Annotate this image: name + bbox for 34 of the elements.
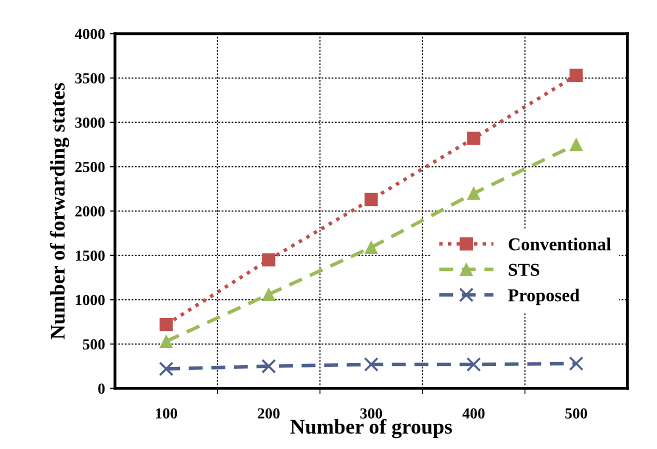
legend-label: STS [508, 264, 540, 276]
point [160, 334, 173, 348]
y-tick-label: 4000 [74, 28, 105, 40]
point [467, 186, 480, 200]
y-tick-label: 1500 [76, 250, 105, 261]
point [570, 68, 583, 82]
x-tick-label: 100 [156, 408, 178, 419]
y-tick-label: 3500 [75, 73, 105, 84]
x-axis-title: Number of groups [290, 418, 452, 438]
point [467, 132, 480, 145]
point [364, 192, 378, 206]
x-tick-label: 300 [360, 408, 382, 419]
legend-label: Conventional [508, 238, 611, 250]
point [364, 357, 378, 372]
point [160, 318, 173, 332]
x-tick-label: 500 [565, 408, 588, 419]
point [570, 138, 583, 152]
y-tick-label: 1000 [76, 294, 105, 306]
y-tick-label: 2500 [75, 162, 105, 172]
legend-label: Proposed [508, 288, 580, 306]
y-tick-label: 500 [82, 339, 105, 350]
point [364, 240, 378, 254]
point [466, 357, 481, 372]
point [262, 253, 276, 266]
point [262, 288, 276, 301]
point [261, 358, 276, 374]
point [568, 356, 584, 371]
y-tick-label: 3000 [75, 117, 105, 128]
y-axis-title: Number of forwarding states [50, 82, 70, 340]
x-tick-label: 400 [462, 408, 485, 419]
point [158, 362, 174, 376]
x-tick-label: 200 [258, 408, 280, 419]
y-tick-label: 0 [98, 384, 105, 394]
y-tick-label: 2000 [75, 206, 105, 216]
